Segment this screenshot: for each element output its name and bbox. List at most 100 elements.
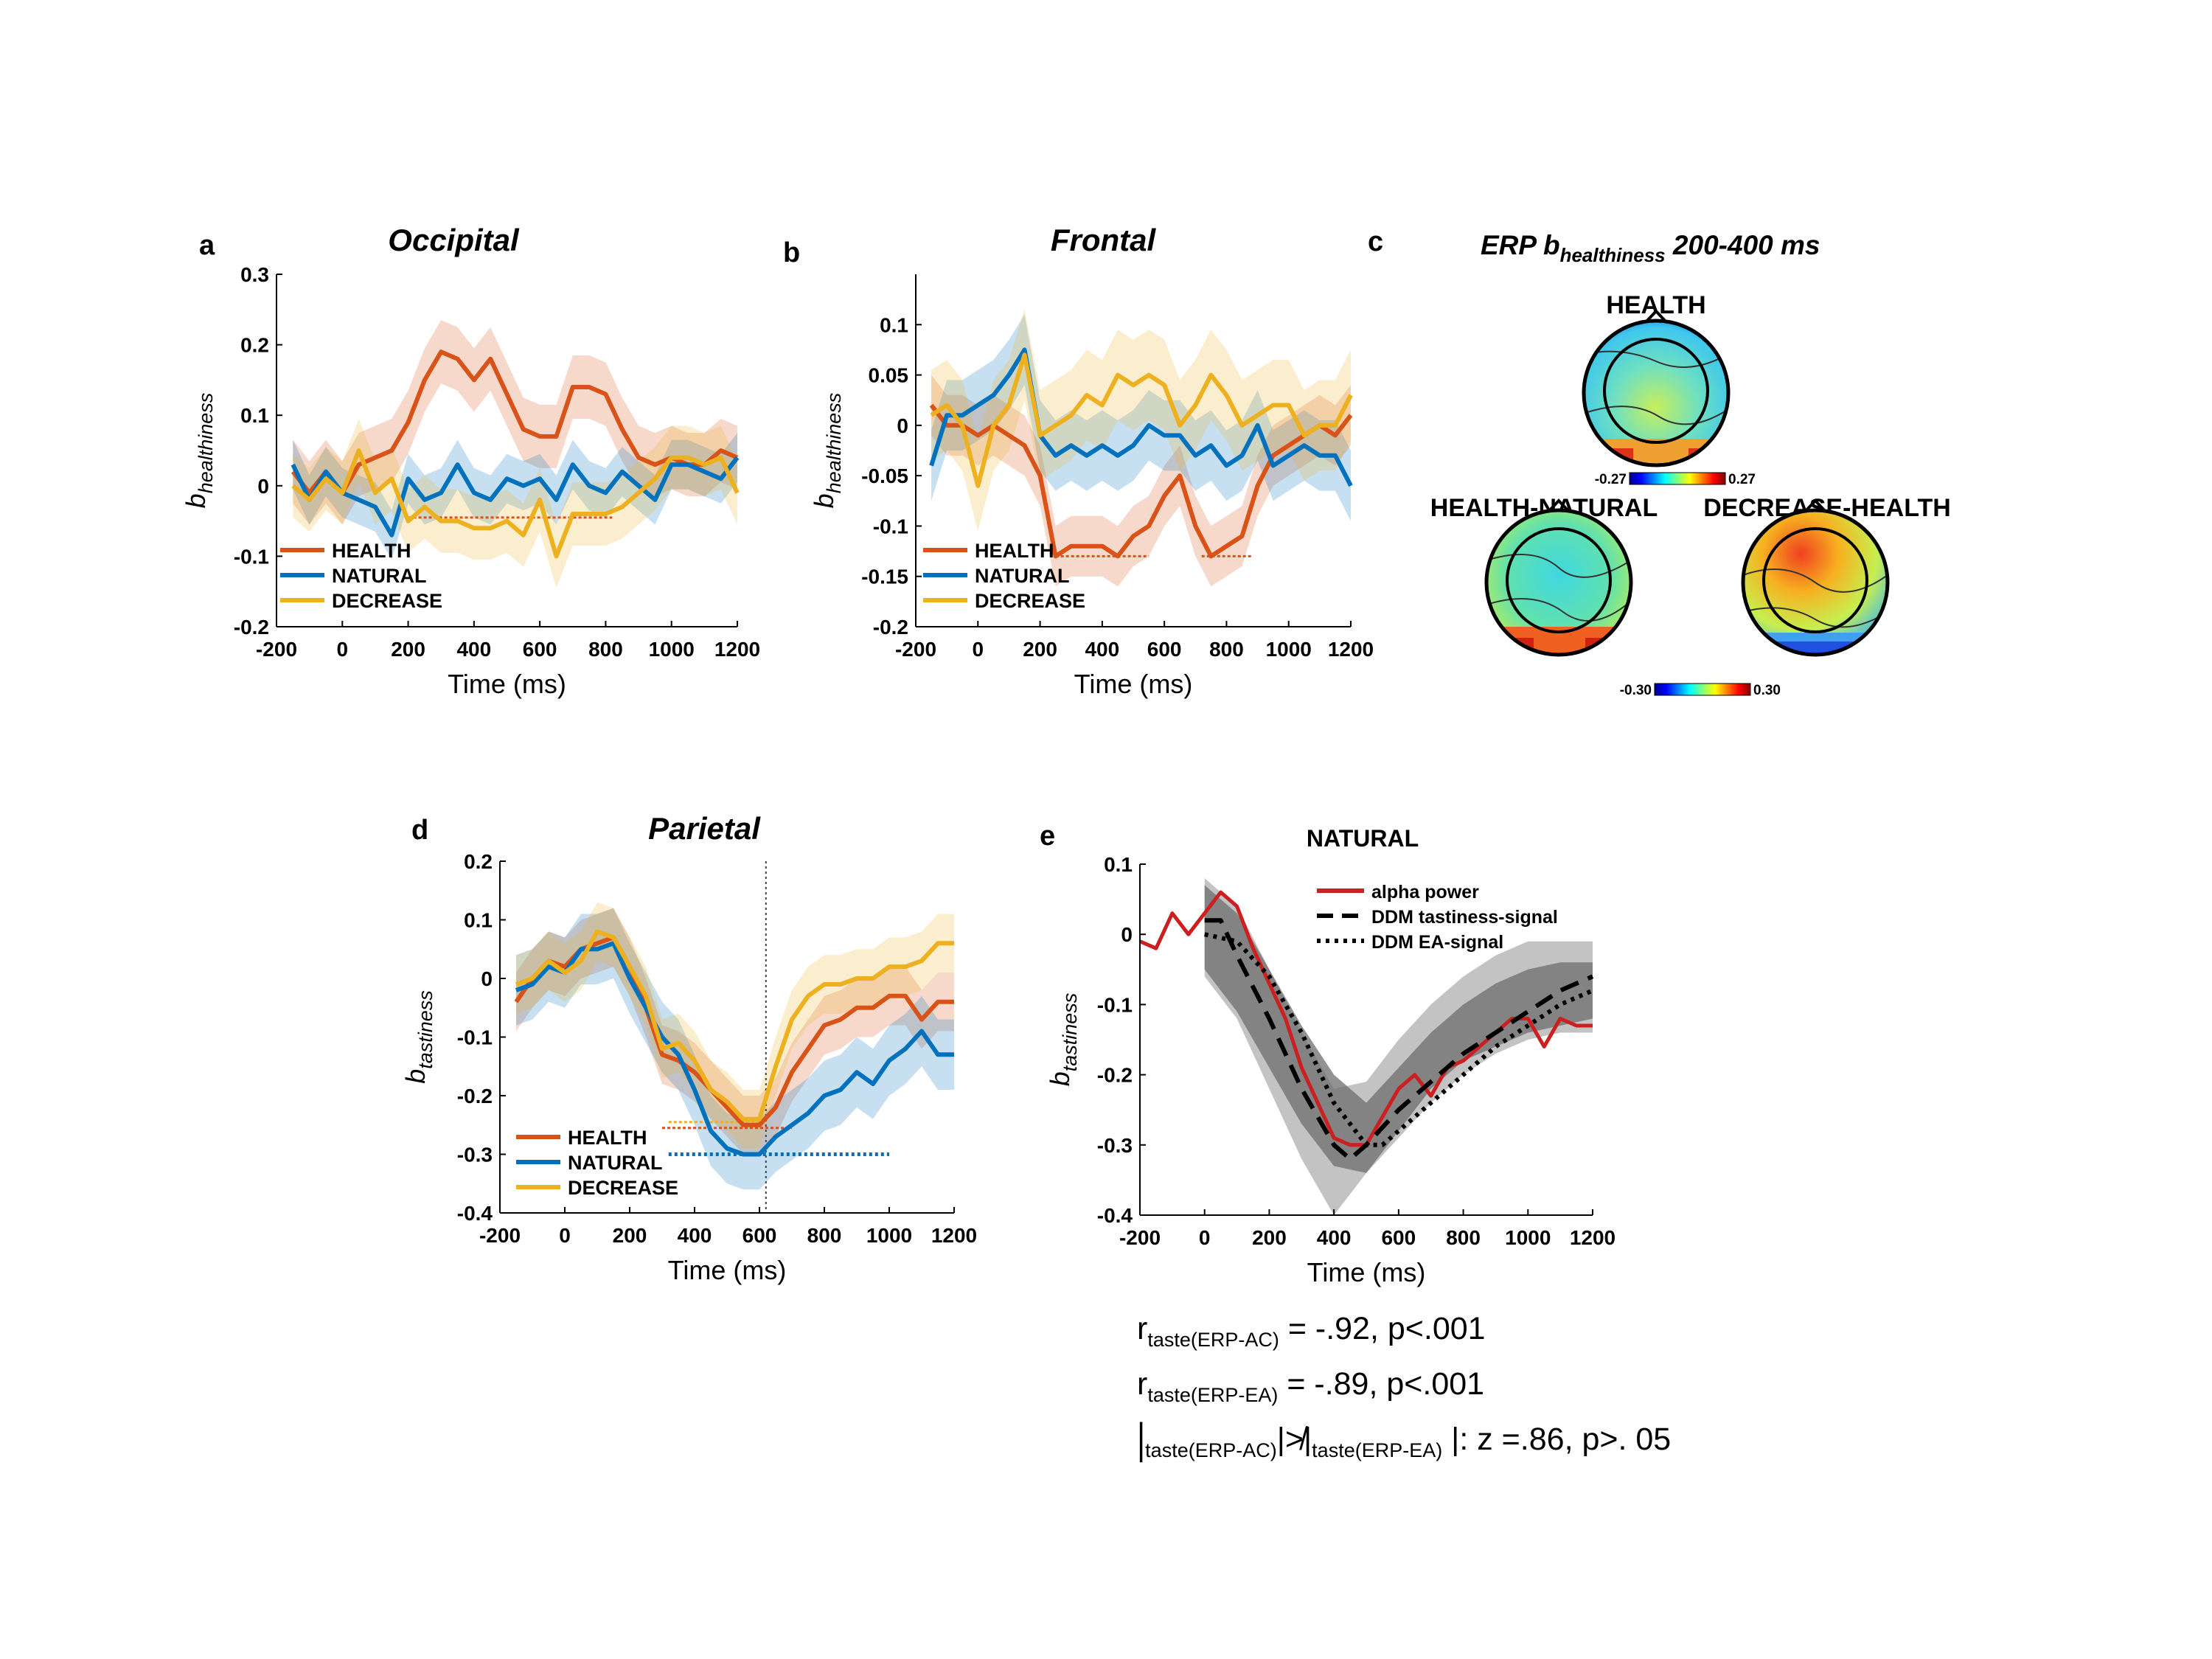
panel-c-letter: c <box>1368 226 1383 257</box>
ci-band-light <box>1204 878 1593 1215</box>
y-axis-title: bhealthiness <box>181 393 217 509</box>
series-line-health <box>291 349 739 495</box>
x-tick-label: 800 <box>1446 1226 1481 1249</box>
y-tick-label: 0.1 <box>464 909 493 932</box>
y-tick-label: 0 <box>897 414 908 437</box>
colorbar-bottom-min: -0.30 <box>1620 683 1652 698</box>
stats-line-3-sub2: taste(ERP-EA) <box>1312 1439 1443 1461</box>
panel-e-natural: e NATURAL -200 0 200 400 600 800 1000 1200-0.4-… <box>1040 821 1615 1287</box>
x-tick-label: 600 <box>1147 638 1182 661</box>
error-band-decrease <box>931 309 1351 532</box>
legend: alpha power DDM tastiness-signal DDM EA-si… <box>1317 882 1558 953</box>
y-tick-label: 0.1 <box>1104 853 1133 876</box>
stats-line-3-bar: | <box>1137 1415 1146 1464</box>
panel-d-plot: -200 0 200 400 600 800 1000 1200 -0.4 -0.3 -0.2 -0.… <box>400 850 977 1285</box>
legend-label: NATURAL <box>332 565 426 587</box>
topomap-decrease-health <box>1741 498 1890 657</box>
y-axis-title-sub: tastiness <box>414 990 437 1069</box>
x-tick-label: 1000 <box>649 638 695 661</box>
error-band-health <box>931 375 1351 587</box>
error-band-decrease <box>293 418 738 588</box>
y-tick-label: -0.1 <box>457 1026 493 1049</box>
y-tick-label: -0.4 <box>1097 1204 1133 1227</box>
y-tick-label: -0.4 <box>457 1202 493 1225</box>
colorbar-top: -0.27 0.27 <box>1595 472 1756 487</box>
stats-block: r taste(ERP-AC) = -.92, p<.001 rtaste(ERP… <box>1137 1307 1671 1472</box>
x-tick-label: 200 <box>1252 1226 1287 1249</box>
colorbar-bottom-max: 0.30 <box>1753 683 1781 698</box>
error-band-natural <box>293 433 738 560</box>
x-tick-label: 600 <box>523 638 557 661</box>
legend-label: DECREASE <box>568 1177 678 1199</box>
y-tick-label: -0.1 <box>1097 993 1133 1016</box>
panel-a-occipital: a Occipital -200 0 200 400 600 800 1000 1200 -0.… <box>181 223 760 699</box>
panel-c-title: ERP bhealthiness 200-400 ms <box>1481 230 1820 266</box>
x-tick-label: 200 <box>1023 638 1057 661</box>
topomap-label-health: HEALTH <box>1606 291 1705 319</box>
x-tick-label: 800 <box>588 638 623 661</box>
x-axis-title: Time (ms) <box>448 669 566 699</box>
y-axis-title-sub: healthiness <box>823 393 845 494</box>
y-axis-title-sub: tastiness <box>1059 993 1081 1072</box>
y-tick-label: -0.1 <box>873 515 908 538</box>
x-axis-title: Time (ms) <box>668 1255 787 1285</box>
series-line-decrease <box>291 448 740 559</box>
panel-d-title: Parietal <box>648 811 761 846</box>
legend: HEALTH NATURAL DECREASE <box>280 540 442 612</box>
panel-e-plot: -200 0 200 400 600 800 1000 1200 -0.4 -0.3 -0.2 -0.… <box>1045 853 1615 1287</box>
legend-label: DDM tastiness-signal <box>1371 907 1558 928</box>
x-tick-label: 1000 <box>1266 638 1312 661</box>
y-tick-label: -0.2 <box>873 616 908 639</box>
legend-label: NATURAL <box>568 1152 662 1174</box>
legend-label: DDM EA-signal <box>1371 932 1503 953</box>
y-axis-title-sub: healthiness <box>195 393 217 494</box>
y-tick-label: -0.15 <box>861 566 908 588</box>
stats-line-1-sub: taste(ERP-AC) <box>1147 1329 1279 1351</box>
ci-band-dark <box>1204 885 1593 1173</box>
stats-line-3: |taste(ERP-AC)|≯|taste(ERP-EA) |: z =.86… <box>1137 1416 1671 1472</box>
y-axis-title-main: b <box>400 1069 431 1084</box>
x-tick-label: 400 <box>1317 1226 1352 1249</box>
stats-line-2-r: r <box>1137 1366 1148 1402</box>
x-tick-label: -200 <box>895 638 936 661</box>
panel-b-letter: b <box>783 237 800 268</box>
x-tick-label: 0 <box>1199 1226 1211 1249</box>
colorbar-top-min: -0.27 <box>1595 472 1627 487</box>
error-band-health <box>293 320 738 525</box>
x-tick-label: 600 <box>742 1224 777 1247</box>
legend-label: HEALTH <box>332 540 411 562</box>
x-axis-title: Time (ms) <box>1074 669 1193 699</box>
y-tick-label: -0.1 <box>234 545 269 568</box>
x-tick-label: 1000 <box>1505 1226 1551 1249</box>
panel-c-topography: c ERP bhealthiness 200-400 ms HEALTH HEA… <box>1368 226 1951 698</box>
panel-b-frontal: b Frontal -200 0 200 400 600 800 1000 1200-0.2-… <box>783 223 1374 699</box>
panel-b-plot: -200 0 200 400 600 800 1000 1200 -0.2 -0.15 -0.1 -0… <box>809 274 1374 699</box>
panel-e-letter: e <box>1040 821 1055 852</box>
x-tick-label: 600 <box>1381 1226 1416 1249</box>
y-tick-label: -0.05 <box>861 465 908 487</box>
panel-d-letter: d <box>411 815 428 846</box>
legend-label: NATURAL <box>975 565 1069 587</box>
x-tick-label: 0 <box>972 638 984 661</box>
colorbar-bottom: -0.30 0.30 <box>1620 683 1781 698</box>
panel-b-title: Frontal <box>1051 223 1157 257</box>
legend-label: HEALTH <box>568 1127 647 1149</box>
stats-line-2: rtaste(ERP-EA) = -.89, p<.001 <box>1137 1362 1671 1417</box>
x-tick-label: 1200 <box>931 1224 977 1247</box>
y-tick-label: 0 <box>257 475 269 498</box>
x-tick-label: 400 <box>1085 638 1119 661</box>
series-line-decrease <box>930 352 1353 488</box>
x-axis-title: Time (ms) <box>1307 1257 1426 1287</box>
colorbar-top-max: 0.27 <box>1728 472 1756 487</box>
legend-label: DECREASE <box>332 590 442 612</box>
y-axis-title: btastiness <box>400 990 437 1084</box>
stats-line-1-text: = -.92, p<.001 <box>1279 1311 1486 1346</box>
y-tick-label: 0.1 <box>240 404 269 427</box>
y-tick-label: -0.2 <box>457 1085 493 1107</box>
series-line-health <box>929 403 1353 559</box>
y-axis-title: btastiness <box>1045 993 1081 1087</box>
y-tick-label: -0.2 <box>234 616 269 639</box>
legend: HEALTH NATURAL DECREASE <box>923 540 1085 612</box>
y-tick-label: 0.1 <box>880 313 908 336</box>
